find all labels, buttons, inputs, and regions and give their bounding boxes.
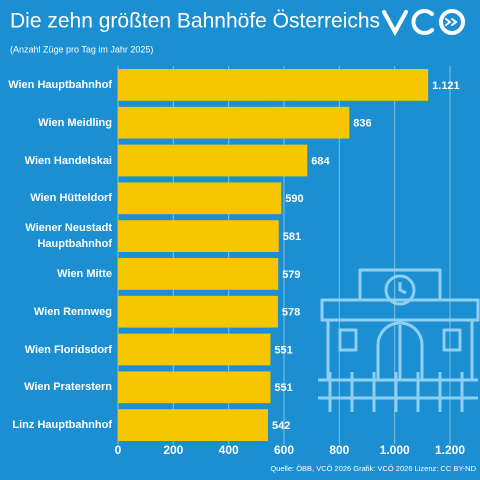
- x-tick-label: 800: [329, 443, 349, 457]
- bar: [118, 371, 271, 404]
- x-tick-label: 1.000: [380, 443, 410, 457]
- bar: [118, 144, 308, 177]
- value-label: 581: [283, 231, 301, 243]
- value-label: 836: [353, 118, 371, 130]
- chart-title: Die zehn größten Bahnhöfe Österreichs: [10, 10, 380, 33]
- value-label: 590: [285, 193, 303, 205]
- category-label: Wien Handelskai: [24, 154, 112, 167]
- bar: [118, 220, 279, 252]
- x-tick-label: 0: [115, 443, 122, 457]
- bar: [118, 182, 282, 215]
- value-label: 578: [282, 307, 300, 319]
- category-label: Wien Praterstern: [24, 381, 112, 394]
- bar: [118, 333, 271, 366]
- category-label: Wien Floridsdorf: [24, 343, 112, 356]
- value-label: 542: [272, 420, 290, 432]
- station-icon: [318, 268, 480, 412]
- chart-subtitle: (Anzahl Züge pro Tag im Jahr 2025): [10, 44, 153, 54]
- category-label: Wien Hauptbahnhof: [8, 78, 112, 91]
- value-label: 684: [311, 155, 330, 167]
- value-label: 579: [282, 269, 300, 281]
- category-label: Wien Hütteldorf: [30, 192, 112, 205]
- value-label: 551: [274, 344, 292, 356]
- bars: [118, 69, 429, 441]
- value-label: 1.121: [432, 80, 460, 92]
- x-tick-label: 200: [163, 443, 183, 457]
- source: Quelle: ÖBB, VCÖ 2026 Grafik: VCÖ 2026 L…: [270, 464, 476, 473]
- value-label: 551: [274, 382, 292, 394]
- bar: [118, 69, 429, 101]
- category-label: Wien Rennweg: [33, 305, 112, 318]
- category-label: Wien Meidling: [38, 116, 112, 129]
- category-label: Wiener Neustadt Hauptbahnhof: [25, 222, 112, 251]
- bar: [118, 295, 278, 328]
- bar: [118, 258, 279, 290]
- category-label: Linz Hauptbahnhof: [12, 419, 112, 432]
- logo: [382, 9, 465, 37]
- bar: [118, 106, 350, 139]
- x-tick-label: 1.200: [435, 443, 465, 457]
- x-tick-label: 600: [274, 443, 294, 457]
- category-label: Wien Mitte: [57, 267, 112, 280]
- x-tick-label: 400: [219, 443, 239, 457]
- bar: [118, 409, 268, 441]
